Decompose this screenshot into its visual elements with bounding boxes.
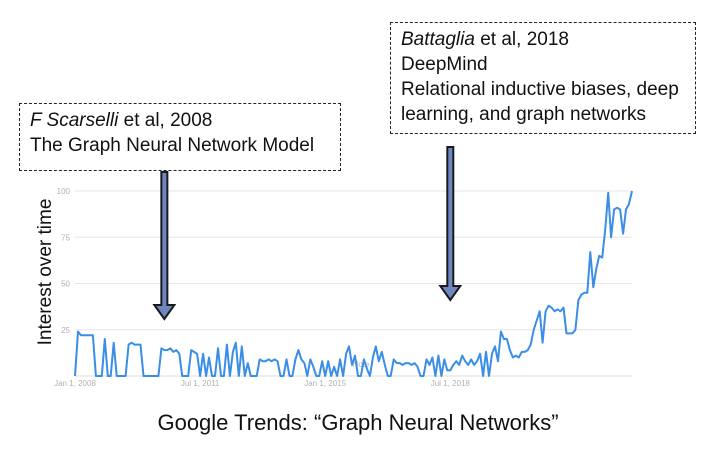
annotation-citation: F Scarselli et al, 2008 [30,108,330,133]
x-tick-label: Jul 1, 2011 [181,379,220,388]
y-tick-label: 75 [61,233,70,242]
annotation-box-scarselli: F Scarselli et al, 2008 The Graph Neural… [19,103,341,171]
annotation-citation: Battaglia et al, 2018 [401,27,685,52]
annotation-arrow [438,146,463,302]
annotation-arrow [152,171,177,321]
citation-year: et al, 2018 [474,29,569,50]
citation-year: et al, 2008 [118,110,213,131]
y-tick-label: 100 [57,187,71,196]
author-name: Battaglia [401,29,475,50]
paper-title-line2: learning, and graph networks [401,104,647,125]
y-tick-label: 50 [61,280,70,289]
x-tick-label: Jul 1, 2018 [431,379,471,388]
paper-title-line1: Relational inductive biases, deep [401,79,679,100]
paper-title: The Graph Neural Network Model [30,135,315,156]
series-line [74,190,633,377]
annotation-box-battaglia: Battaglia et al, 2018 DeepMind Relationa… [390,22,696,134]
x-tick-label: Jan 1, 2015 [304,379,346,388]
x-tick-label: Jan 1, 2008 [54,379,96,388]
y-tick-label: 25 [61,326,70,335]
chart-caption: Google Trends: “Graph Neural Networks” [157,410,559,435]
note-marker: Note [352,360,369,369]
author-name: F Scarselli [30,110,119,131]
organization: DeepMind [401,54,488,75]
